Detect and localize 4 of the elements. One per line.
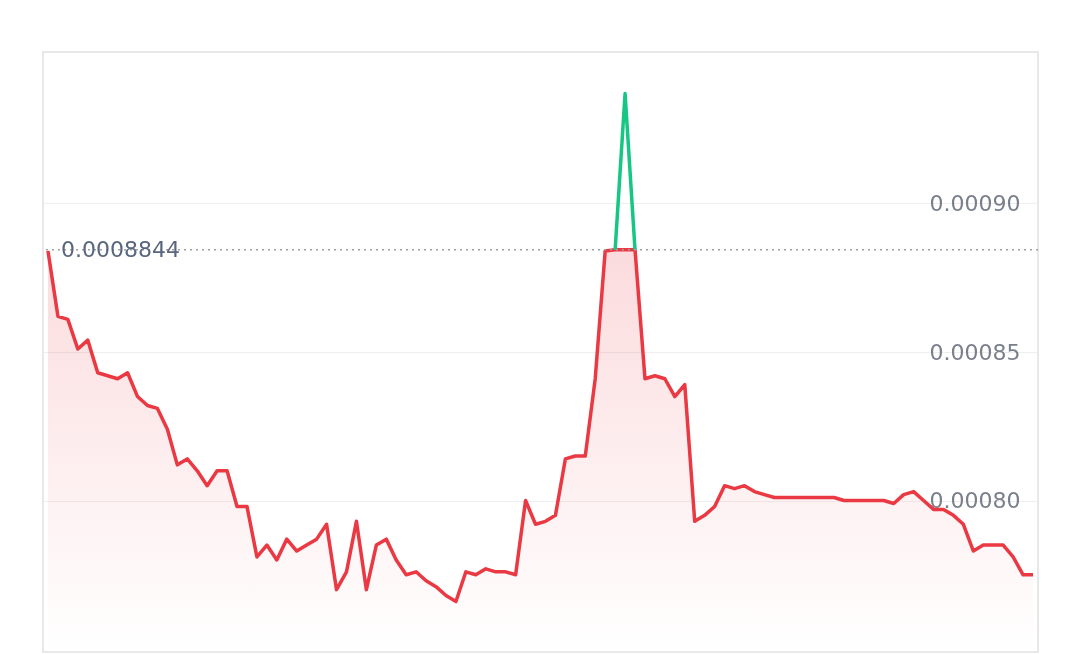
y-tick-label: 0.00090 — [929, 190, 1021, 216]
y-tick-label: 0.00085 — [929, 339, 1021, 365]
ref-line-label: 0.0008844 — [61, 236, 180, 262]
y-tick-label: 0.00080 — [929, 488, 1021, 514]
